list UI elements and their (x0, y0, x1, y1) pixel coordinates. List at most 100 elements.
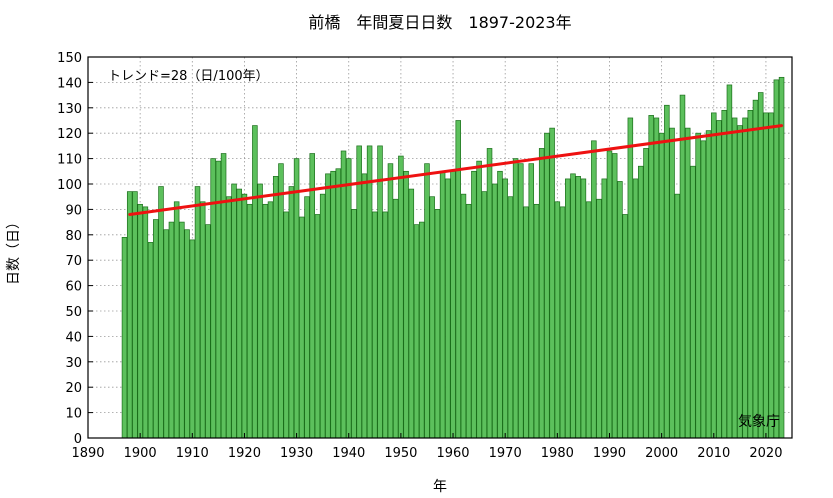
y-tick-label: 40 (65, 330, 82, 345)
bar (601, 178, 608, 439)
bar (690, 165, 696, 439)
bar (747, 109, 754, 439)
bar (611, 153, 618, 439)
y-axis-label: 日数（日） (6, 215, 22, 285)
bar (356, 145, 362, 439)
bar (309, 153, 315, 439)
bar (622, 214, 628, 439)
bar (705, 130, 712, 439)
bar (126, 191, 133, 439)
y-tick-label: 50 (65, 305, 82, 320)
bar (220, 153, 227, 439)
bar (512, 158, 519, 439)
y-tick-label: 140 (57, 76, 82, 91)
bar (314, 214, 321, 439)
bar (580, 178, 587, 439)
bar (711, 112, 717, 439)
bar (617, 181, 623, 439)
bar (189, 239, 196, 439)
bar (361, 173, 368, 439)
bar (278, 163, 284, 439)
y-tick-label: 30 (65, 356, 82, 371)
bar (591, 140, 597, 439)
bar (757, 92, 764, 439)
bar (293, 158, 300, 439)
trend-line (128, 124, 784, 216)
x-tick-label: 1920 (228, 446, 261, 461)
bar (450, 170, 456, 439)
bar (335, 168, 342, 439)
bar (570, 173, 576, 439)
x-tick-label: 1970 (489, 446, 522, 461)
bar (387, 163, 394, 439)
bar (632, 178, 639, 439)
bar (210, 158, 216, 439)
bar (351, 209, 357, 439)
bar (664, 104, 670, 439)
bar (653, 117, 660, 439)
bar (554, 201, 561, 439)
x-tick-label: 1890 (71, 446, 104, 461)
bar (606, 150, 613, 439)
bar (252, 125, 258, 439)
bar (752, 99, 759, 439)
bar (648, 115, 654, 439)
bar (523, 206, 529, 439)
bar (226, 196, 232, 439)
bar (465, 203, 472, 439)
bar (658, 132, 665, 439)
bar (627, 117, 634, 439)
bar (528, 163, 535, 439)
bar (763, 112, 769, 439)
bar (429, 196, 435, 439)
bar (392, 198, 399, 439)
bar (565, 178, 571, 439)
bar (262, 203, 269, 439)
x-tick-label: 2010 (697, 446, 730, 461)
y-tick-label: 10 (65, 407, 82, 422)
bar (695, 132, 701, 439)
bar (413, 224, 420, 439)
bar (132, 191, 138, 439)
plot-frame (87, 56, 793, 439)
bar (418, 221, 425, 439)
bar (731, 117, 738, 439)
bar (768, 112, 774, 439)
bar (481, 191, 488, 439)
x-axis-label: 年 (433, 479, 447, 495)
y-tick-label: 60 (65, 280, 82, 295)
x-tick-label: 1910 (176, 446, 209, 461)
bar (445, 178, 451, 439)
bar (439, 170, 446, 439)
bars (121, 76, 785, 439)
bar (142, 206, 149, 439)
bar (179, 221, 185, 439)
bar (684, 127, 691, 439)
bar (304, 196, 310, 439)
bar (398, 155, 404, 439)
bar (638, 165, 644, 439)
bar (377, 145, 383, 439)
x-tick-label: 1930 (280, 446, 313, 461)
bar (184, 229, 190, 439)
bar (643, 148, 649, 439)
bar (319, 193, 326, 439)
bar (700, 140, 707, 439)
x-tick-label: 1900 (124, 446, 157, 461)
bar (236, 188, 242, 439)
y-tick-label: 90 (65, 203, 82, 218)
bar (507, 196, 514, 439)
trend-label: トレンド=28（日/100年） (108, 69, 269, 84)
bar (721, 109, 727, 439)
bar (497, 170, 503, 439)
x-tick-label: 1990 (593, 446, 626, 461)
bar (538, 148, 545, 439)
bar (382, 211, 388, 439)
bar (544, 132, 550, 439)
bar (492, 183, 498, 439)
x-tick-label: 1950 (384, 446, 417, 461)
x-tick-label: 1940 (332, 446, 365, 461)
bar (366, 145, 373, 439)
chart-title: 前橋 年間夏日日数 1897-2023年 (308, 13, 571, 32)
bar (737, 125, 743, 439)
